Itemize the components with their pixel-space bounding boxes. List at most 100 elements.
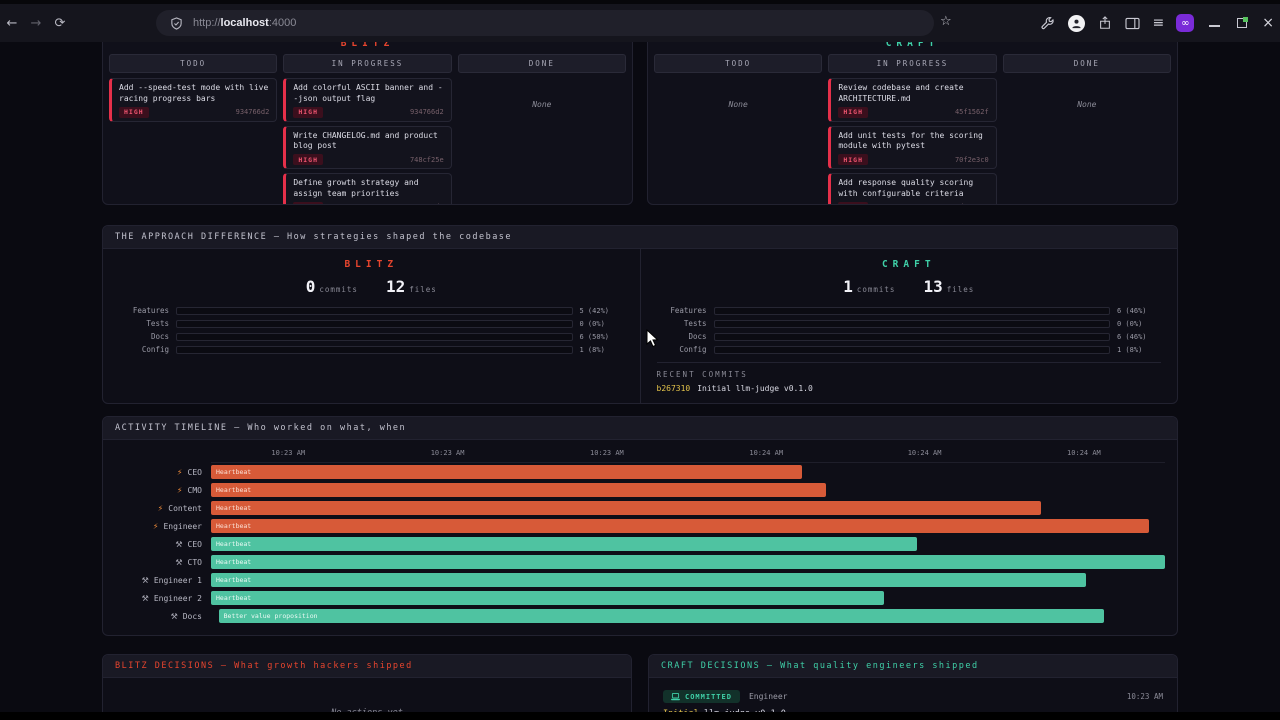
activity-bar[interactable]: Heartbeat: [211, 555, 1165, 569]
priority-badge: HIGH: [838, 154, 868, 166]
priority-badge: HIGH: [838, 201, 868, 204]
timeline-row: ⚒ Engineer 2 Heartbeat: [115, 589, 1165, 607]
priority-badge: HIGH: [838, 106, 868, 118]
column-header: TODO: [109, 54, 278, 73]
column-header: DONE: [457, 54, 626, 73]
page-body: BLITZ TODO Add --speed-test mode with li…: [0, 42, 1280, 712]
activity-bar[interactable]: Heartbeat: [211, 501, 1041, 515]
column-blitz-todo: TODO Add --speed-test mode with live rac…: [109, 54, 278, 204]
kanban-card[interactable]: Add colorful ASCII banner and --json out…: [283, 78, 452, 122]
kanban-card[interactable]: Write CHANGELOG.md and product blog post…: [283, 125, 452, 170]
row-label: CMO: [187, 485, 202, 495]
decision-entry: COMMITTED Engineer 10:23 AM Initial llm-…: [649, 678, 1177, 712]
kanban-card[interactable]: Add --speed-test mode with live racing p…: [109, 78, 278, 122]
timeline-row: ⚒ CTO Heartbeat: [115, 553, 1165, 571]
card-hash: 70f2e3c0: [954, 155, 989, 164]
approach-blitz-title: BLITZ: [344, 259, 399, 270]
hammer-icon: ⚒: [170, 611, 178, 621]
card-hash: 934766d2: [235, 108, 270, 117]
activity-bar[interactable]: Heartbeat: [211, 519, 1149, 533]
profile-avatar[interactable]: [1067, 14, 1085, 32]
timeline-row: ⚡ CEO Heartbeat: [115, 463, 1165, 481]
board-title-blitz: BLITZ: [340, 42, 395, 49]
reload-icon[interactable]: ⟳: [54, 15, 66, 31]
row-label: Content: [168, 503, 202, 513]
files-count: 13: [923, 277, 943, 296]
approach-section: THE APPROACH DIFFERENCE — How strategies…: [102, 225, 1178, 404]
committed-badge: COMMITTED: [663, 690, 740, 703]
activity-bar[interactable]: Heartbeat: [211, 483, 827, 497]
url-text[interactable]: http://localhost:4000: [193, 17, 297, 29]
time-axis: 10:23 AM 10:23 AM 10:23 AM 10:24 AM 10:2…: [211, 448, 1165, 463]
craft-stats: 1 commits 13 files: [843, 277, 975, 296]
kanban-card[interactable]: Define growth strategy and assign team p…: [283, 173, 452, 204]
blitz-decisions-panel: BLITZ DECISIONS — What growth hackers sh…: [102, 654, 632, 712]
column-craft-todo: TODO None: [654, 54, 823, 204]
decisions-row: BLITZ DECISIONS — What growth hackers sh…: [102, 654, 1178, 712]
stat-bar-docs: Docs 6 (46%): [688, 332, 1147, 341]
priority-badge: HIGH: [293, 154, 323, 166]
axis-tick: 10:23 AM: [271, 449, 306, 457]
devtools-wrench-icon[interactable]: [1040, 15, 1056, 31]
activity-bar[interactable]: Heartbeat: [211, 537, 917, 551]
entry-message: Initial llm-judge v0.1.0: [663, 709, 1163, 712]
craft-decisions-title: CRAFT DECISIONS — What quality engineers…: [649, 655, 1177, 678]
restore-button[interactable]: [1234, 15, 1250, 31]
stat-bar-features: Features 5 (42%): [132, 306, 610, 315]
bookmark-star-icon[interactable]: ☆: [940, 14, 952, 29]
axis-tick: 10:24 AM: [749, 449, 784, 457]
card-hash: ade46506: [955, 203, 989, 204]
axis-tick: 10:24 AM: [1067, 449, 1101, 457]
column-blitz-inprogress: IN PROGRESS Add colorful ASCII banner an…: [283, 54, 452, 204]
kanban-card[interactable]: Add response quality scoring with config…: [828, 173, 997, 204]
activity-bar[interactable]: Heartbeat: [211, 573, 1086, 587]
activity-bar[interactable]: Better value proposition: [218, 609, 1104, 623]
recent-commits: RECENT COMMITS b267310 Initial llm-judge …: [656, 362, 1162, 393]
timeline-row: ⚒ Engineer 1 Heartbeat: [115, 571, 1165, 589]
hammer-icon: ⚒: [175, 539, 183, 549]
hammer-icon: ⚒: [141, 575, 149, 585]
kanban-boards: BLITZ TODO Add --speed-test mode with li…: [102, 42, 1178, 205]
row-label: CTO: [187, 557, 202, 567]
extension-badge-icon[interactable]: ∞: [1176, 14, 1195, 32]
stat-bar-docs: Docs 6 (50%): [150, 332, 610, 341]
forward-icon[interactable]: →: [30, 15, 42, 31]
lightning-icon: ⚡: [176, 485, 183, 495]
hammer-icon: ⚒: [175, 557, 183, 567]
axis-tick: 10:23 AM: [430, 449, 465, 457]
commit-line: b267310 Initial llm-judge v0.1.0: [657, 384, 1162, 393]
row-label: CEO: [187, 539, 202, 549]
axis-tick: 10:23 AM: [590, 449, 624, 457]
timeline-row: ⚡ CMO Heartbeat: [115, 481, 1165, 499]
card-hash: 45f1562f: [954, 108, 989, 117]
entry-time: 10:23 AM: [1126, 692, 1163, 701]
browser-chrome: ← → ⟳ http://localhost:4000 ☆ ≡ ∞: [0, 0, 1280, 42]
timeline-row: ⚡ Content Heartbeat: [115, 499, 1165, 517]
commits-count: 1: [843, 277, 853, 296]
card-hash: 748cf25e: [409, 155, 444, 164]
commits-count: 0: [305, 277, 316, 296]
timeline-section-title: ACTIVITY TIMELINE — Who worked on what, …: [103, 417, 1177, 440]
minimize-button[interactable]: [1206, 15, 1222, 31]
back-icon[interactable]: ←: [6, 15, 18, 31]
stat-bar-tests: Tests 0 (0%): [146, 319, 605, 328]
side-panel-icon[interactable]: [1125, 15, 1141, 31]
empty-state: None: [1077, 100, 1097, 109]
window-bottom-edge: [0, 712, 1280, 720]
activity-bar[interactable]: Heartbeat: [211, 591, 884, 605]
entry-role: Engineer: [748, 692, 788, 701]
activity-bar[interactable]: Heartbeat: [211, 465, 803, 479]
site-security-icon[interactable]: [168, 15, 184, 31]
card-hash: 934766d2: [409, 108, 444, 117]
row-label: Docs: [182, 611, 202, 621]
close-button[interactable]: ×: [1262, 15, 1274, 31]
kanban-board-blitz: BLITZ TODO Add --speed-test mode with li…: [102, 42, 633, 205]
column-header: DONE: [1002, 54, 1171, 73]
url-bar[interactable]: http://localhost:4000: [156, 10, 934, 36]
menu-icon[interactable]: ≡: [1152, 15, 1165, 31]
share-icon[interactable]: [1097, 15, 1113, 31]
kanban-card[interactable]: Add unit tests for the scoring module wi…: [828, 125, 997, 170]
column-craft-inprogress: IN PROGRESS Review codebase and create A…: [828, 54, 997, 204]
timeline-row: ⚒ Docs Better value proposition: [115, 607, 1165, 625]
kanban-card[interactable]: Review codebase and create ARCHITECTURE.…: [828, 78, 997, 122]
